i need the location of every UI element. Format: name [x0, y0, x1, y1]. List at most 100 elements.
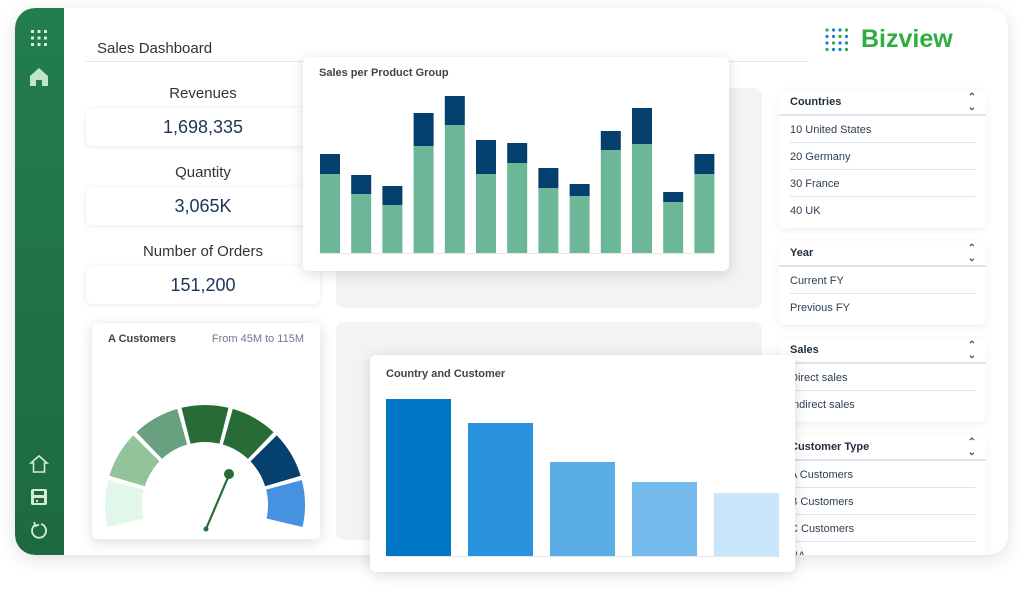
bar-segment-base [632, 144, 652, 253]
filter-option[interactable]: B Customers [790, 488, 975, 515]
filter-option[interactable]: 10 United States [790, 116, 975, 143]
logo-dot [831, 40, 836, 45]
bar-segment-top [600, 131, 621, 150]
save-icon[interactable] [27, 485, 51, 509]
bar [714, 493, 779, 556]
filter-header[interactable]: Countries ⌃ ⌄ [779, 90, 986, 116]
logo-dot [844, 27, 849, 32]
bar-segment-base [569, 196, 590, 253]
logo-dot [844, 34, 849, 38]
home-icon[interactable] [27, 65, 51, 89]
filter-title: Sales [790, 344, 819, 356]
filter-header[interactable]: Sales ⌃ ⌄ [779, 338, 986, 364]
logo-dot [838, 40, 842, 45]
filter-title: Customer Type [790, 441, 870, 453]
bar-segment-base [663, 202, 684, 253]
logo-dot [838, 27, 842, 32]
bar-segment-top [663, 192, 684, 202]
bar-segment-base [538, 188, 559, 253]
expand-collapse-icon[interactable]: ⌃ ⌄ [967, 92, 976, 113]
filter-option[interactable]: A Customers [790, 461, 975, 488]
gauge-title: A Customers [108, 333, 177, 345]
gauge-segment [179, 403, 231, 446]
logo-dot [844, 40, 849, 45]
bar-segment-top [476, 140, 496, 174]
bar-segment-top [413, 113, 434, 146]
bar-segment-base [351, 194, 372, 253]
expand-collapse-icon[interactable]: ⌃ ⌄ [967, 340, 976, 361]
refresh-icon[interactable] [27, 518, 51, 542]
kpi-orders-value: 151,200 [86, 266, 320, 304]
filter-header[interactable]: Customer Type ⌃ ⌄ [779, 435, 986, 461]
bar-segment-base [382, 205, 403, 253]
bar-segment-top [632, 108, 652, 144]
logo-dot [831, 27, 836, 32]
country-and-customer-card: Country and Customer [370, 355, 795, 572]
logo-dot [825, 34, 829, 38]
kpi-orders-label: Number of Orders [142, 243, 264, 260]
chart-title: Sales per Product Group [319, 67, 449, 79]
gauge-needle-tip [224, 469, 234, 479]
filter-group-year: Year ⌃ ⌄ Current FY Previous FY [779, 241, 986, 325]
filter-option[interactable]: 30 France [790, 170, 975, 197]
filter-option[interactable]: 40 UK [790, 205, 821, 217]
logo-icon [825, 27, 849, 51]
bar-segment-base [320, 174, 340, 253]
kpi-quantity-label: Quantity [175, 164, 231, 181]
bar-segment-base [694, 174, 715, 253]
filter-title: Year [790, 247, 814, 259]
grid-icon[interactable] [27, 26, 51, 50]
expand-collapse-icon[interactable]: ⌃ ⌄ [967, 437, 976, 458]
sidebar [15, 8, 64, 555]
logo-dot [831, 47, 836, 51]
bar-segment-top [538, 168, 559, 188]
logo-dot [825, 27, 829, 32]
filter-panel: Countries ⌃ ⌄ 10 United States 20 Germany 30 … [779, 90, 986, 555]
filter-option[interactable]: Current FY [790, 267, 975, 294]
gauge-card: A Customers From 45M to 115M [92, 323, 320, 539]
bar-segment-top [694, 154, 715, 174]
bar-segment-base [507, 163, 528, 253]
filter-option[interactable]: C Customers [790, 515, 975, 542]
bar-segment-base [444, 125, 465, 253]
bar [468, 423, 533, 556]
gauge-segment [220, 406, 276, 462]
expand-collapse-icon[interactable]: ⌃ ⌄ [967, 243, 976, 264]
gauge-segment [103, 477, 147, 530]
bar-segment-top [507, 143, 528, 163]
gauge [103, 403, 307, 532]
sales-per-product-group-card: Sales per Product Group [303, 57, 729, 271]
gauge-segment [134, 406, 190, 462]
logo-dot [844, 47, 849, 51]
logo-dot [838, 47, 842, 51]
bar [632, 482, 697, 556]
kpi-revenues-value: 1,698,335 [86, 108, 320, 146]
bar-segment-base [413, 146, 434, 253]
filter-header[interactable]: Year ⌃ ⌄ [779, 241, 986, 267]
filter-option[interactable]: NA [790, 542, 975, 555]
filter-group-sales: Sales ⌃ ⌄ Direct sales Indirect sales [779, 338, 986, 422]
bar-segment-base [600, 150, 621, 253]
bar-segment-top [569, 184, 590, 196]
filter-option[interactable]: Direct sales [790, 364, 975, 391]
logo-text: Bizview [861, 25, 953, 53]
logo-dot [838, 34, 842, 38]
home-outline-icon[interactable] [27, 452, 51, 476]
gauge-segment [248, 432, 303, 489]
filter-option[interactable]: Indirect sales [790, 399, 855, 411]
country-and-customer-chart [386, 399, 780, 557]
filter-group-countries: Countries ⌃ ⌄ 10 United States 20 Germany 30 … [779, 90, 986, 228]
kpi-revenues-label: Revenues [169, 85, 237, 102]
bar-segment-top [444, 96, 465, 125]
gauge-segment [263, 477, 307, 530]
kpi-quantity-value: 3,065K [86, 187, 320, 225]
filter-option[interactable]: Previous FY [790, 302, 850, 314]
logo-dot [825, 47, 829, 51]
logo-dot [825, 40, 829, 45]
filter-option[interactable]: 20 Germany [790, 143, 975, 170]
page-title: Sales Dashboard [97, 40, 213, 57]
bar-segment-top [382, 186, 403, 205]
sales-per-product-group-chart [318, 96, 715, 254]
gauge-range: From 45M to 115M [211, 333, 304, 345]
bar [550, 462, 615, 556]
